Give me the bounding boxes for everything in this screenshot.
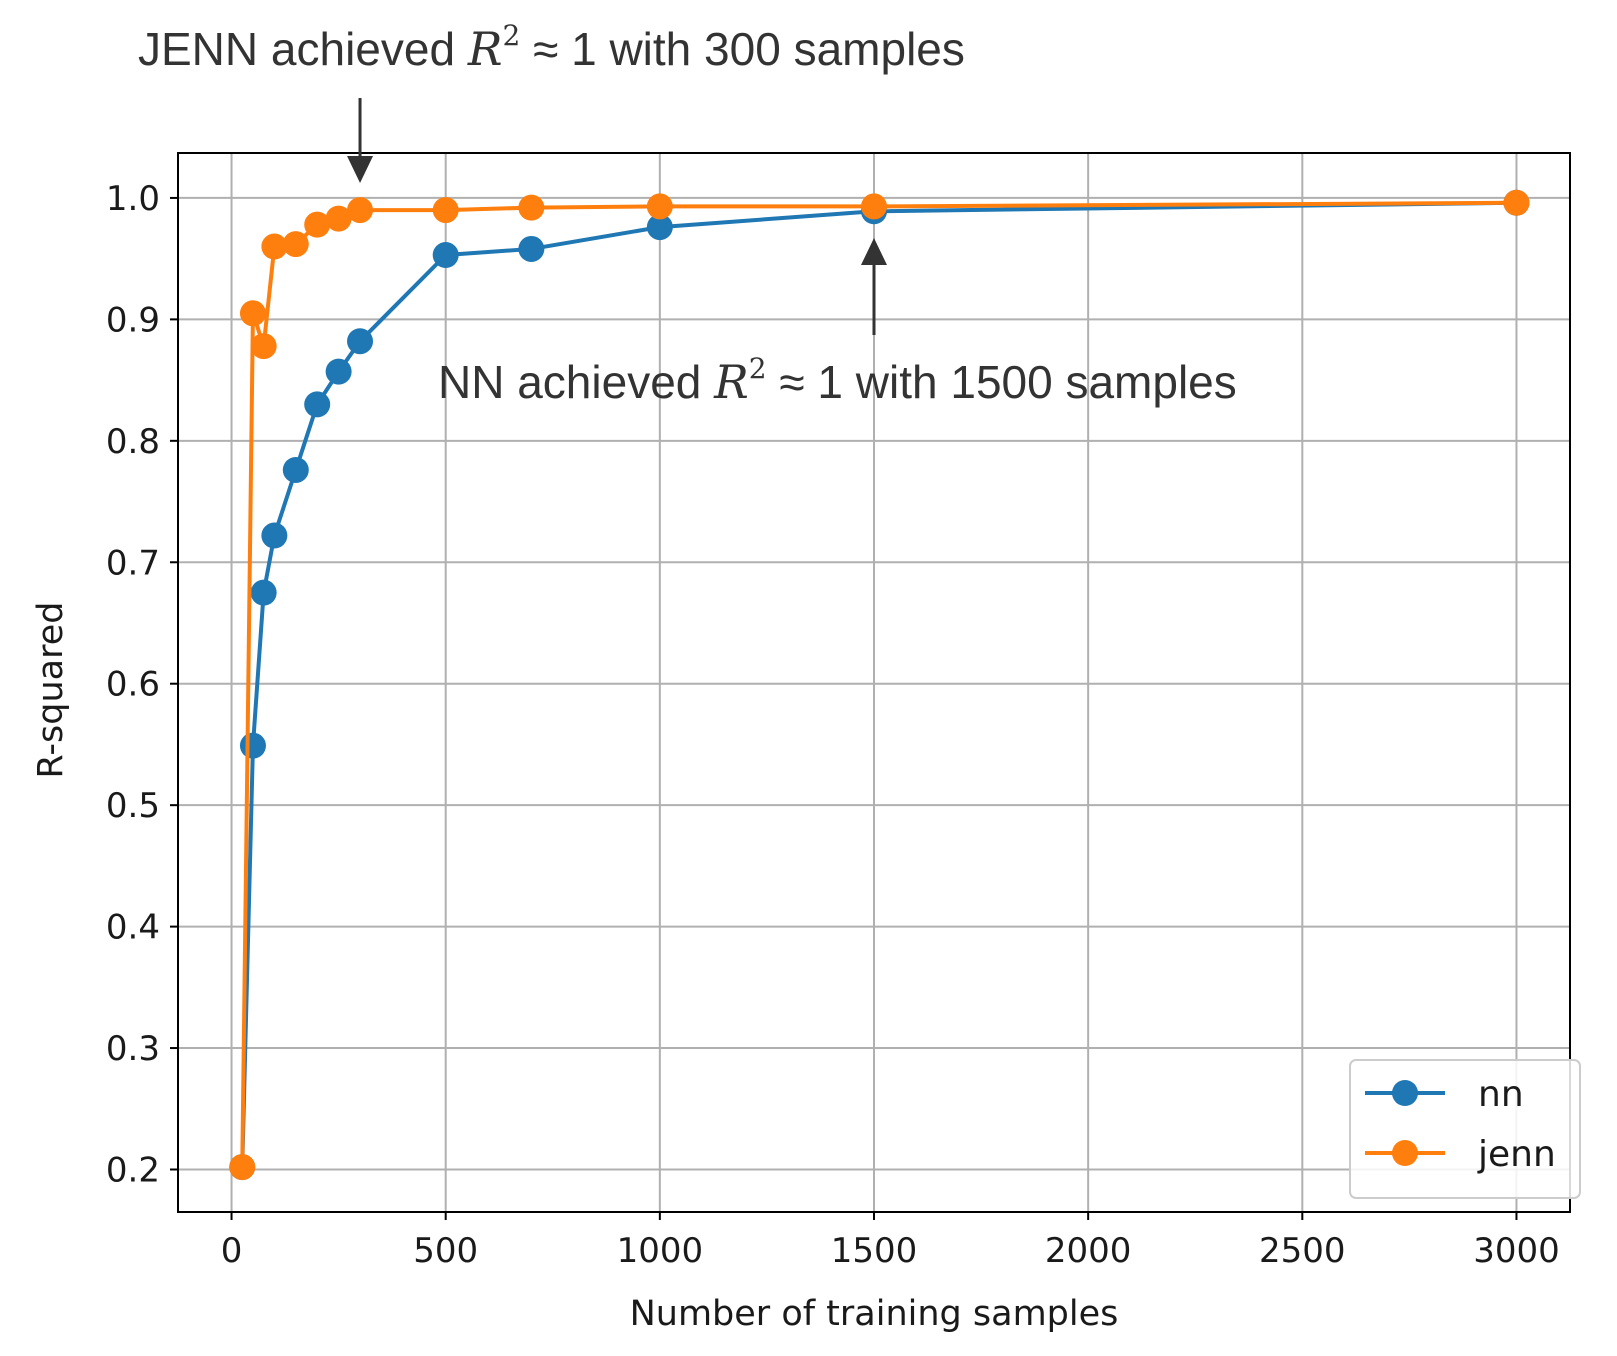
jenn-data-point — [261, 233, 288, 260]
jenn-data-point — [518, 194, 545, 221]
jenn-data-point — [861, 193, 887, 220]
x-axis-label: Number of training samples — [630, 1294, 1119, 1334]
x-tick-label: 500 — [413, 1231, 478, 1271]
jenn-data-point — [1503, 189, 1530, 216]
y-tick-label: 0.3 — [106, 1029, 160, 1069]
nn-data-point — [518, 235, 545, 262]
legend-jenn-marker — [1392, 1140, 1418, 1166]
legend-nn-label: nn — [1478, 1074, 1524, 1115]
nn-annotation-prefix: NN achieved — [438, 356, 715, 408]
jenn-annotation-prefix: JENN achieved — [138, 23, 468, 75]
jenn-data-point — [347, 197, 374, 224]
nn-data-point — [325, 358, 352, 385]
legend-box — [1349, 1059, 1581, 1199]
nn-data-point — [432, 242, 459, 269]
jenn-annotation-symbol: R — [467, 22, 503, 76]
y-tick-label: 0.8 — [106, 422, 160, 462]
nn-data-point — [239, 732, 266, 759]
jenn-annotation-exponent: 2 — [502, 19, 521, 52]
jenn-data-point — [646, 193, 673, 220]
jenn-data-point — [325, 205, 352, 232]
legend: nn jenn — [1349, 1059, 1581, 1199]
legend-nn-marker — [1392, 1080, 1418, 1106]
y-tick-label: 0.9 — [106, 300, 160, 340]
nn-annotation-symbol: R — [714, 355, 749, 409]
jenn-annotation: JENN achieved R2 ≈ 1 with 300 samples — [138, 19, 965, 77]
jenn-annotation-suffix: ≈ 1 with 300 samples — [520, 23, 965, 75]
axis-ticks: 0 500 1000 1500 2000 2500 3000 0.2 0.3 0.4 0.5 0.6 0… — [106, 179, 1560, 1271]
jenn-data-point — [282, 231, 309, 258]
nn-annotation: NN achieved R2 ≈ 1 with 1500 samples — [438, 352, 1237, 410]
annotation-arrows — [347, 98, 887, 335]
y-tick-label: 0.6 — [106, 665, 160, 705]
nn-data-point — [304, 391, 331, 418]
nn-data-point — [250, 579, 277, 606]
x-tick-label: 0 — [221, 1231, 243, 1271]
jenn-arrow-head — [347, 156, 374, 183]
x-tick-label: 1000 — [617, 1231, 704, 1271]
y-axis-label: R-squared — [31, 602, 71, 779]
y-tick-label: 1.0 — [106, 179, 160, 219]
x-tick-label: 2500 — [1259, 1231, 1346, 1271]
jenn-data-point — [304, 211, 331, 238]
y-tick-label: 0.5 — [106, 786, 160, 826]
nn-data-point — [282, 456, 309, 483]
nn-annotation-suffix: ≈ 1 with 1500 samples — [766, 356, 1237, 408]
jenn-data-point — [432, 197, 459, 224]
x-tick-label: 2000 — [1045, 1231, 1132, 1271]
jenn-data-point — [239, 300, 266, 327]
y-tick-label: 0.2 — [106, 1150, 160, 1190]
x-tick-label: 3000 — [1473, 1231, 1560, 1271]
nn-data-point — [646, 214, 673, 241]
x-tick-label: 1500 — [831, 1231, 918, 1271]
series-layer — [229, 189, 1530, 1181]
jenn-data-point — [229, 1154, 256, 1181]
jenn-data-point — [250, 333, 277, 360]
nn-arrow-head — [861, 238, 887, 265]
y-tick-label: 0.7 — [106, 543, 160, 583]
nn-data-point — [261, 522, 288, 549]
y-tick-label: 0.4 — [106, 908, 160, 948]
legend-jenn-label: jenn — [1477, 1134, 1556, 1175]
nn-annotation-exponent: 2 — [748, 352, 767, 385]
nn-data-point — [347, 328, 374, 355]
